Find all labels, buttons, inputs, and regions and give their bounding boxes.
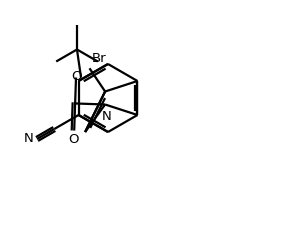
Text: O: O [71,70,81,83]
Text: O: O [68,134,79,146]
Text: N: N [24,133,34,145]
Text: N: N [102,110,112,124]
Text: Br: Br [91,52,106,65]
